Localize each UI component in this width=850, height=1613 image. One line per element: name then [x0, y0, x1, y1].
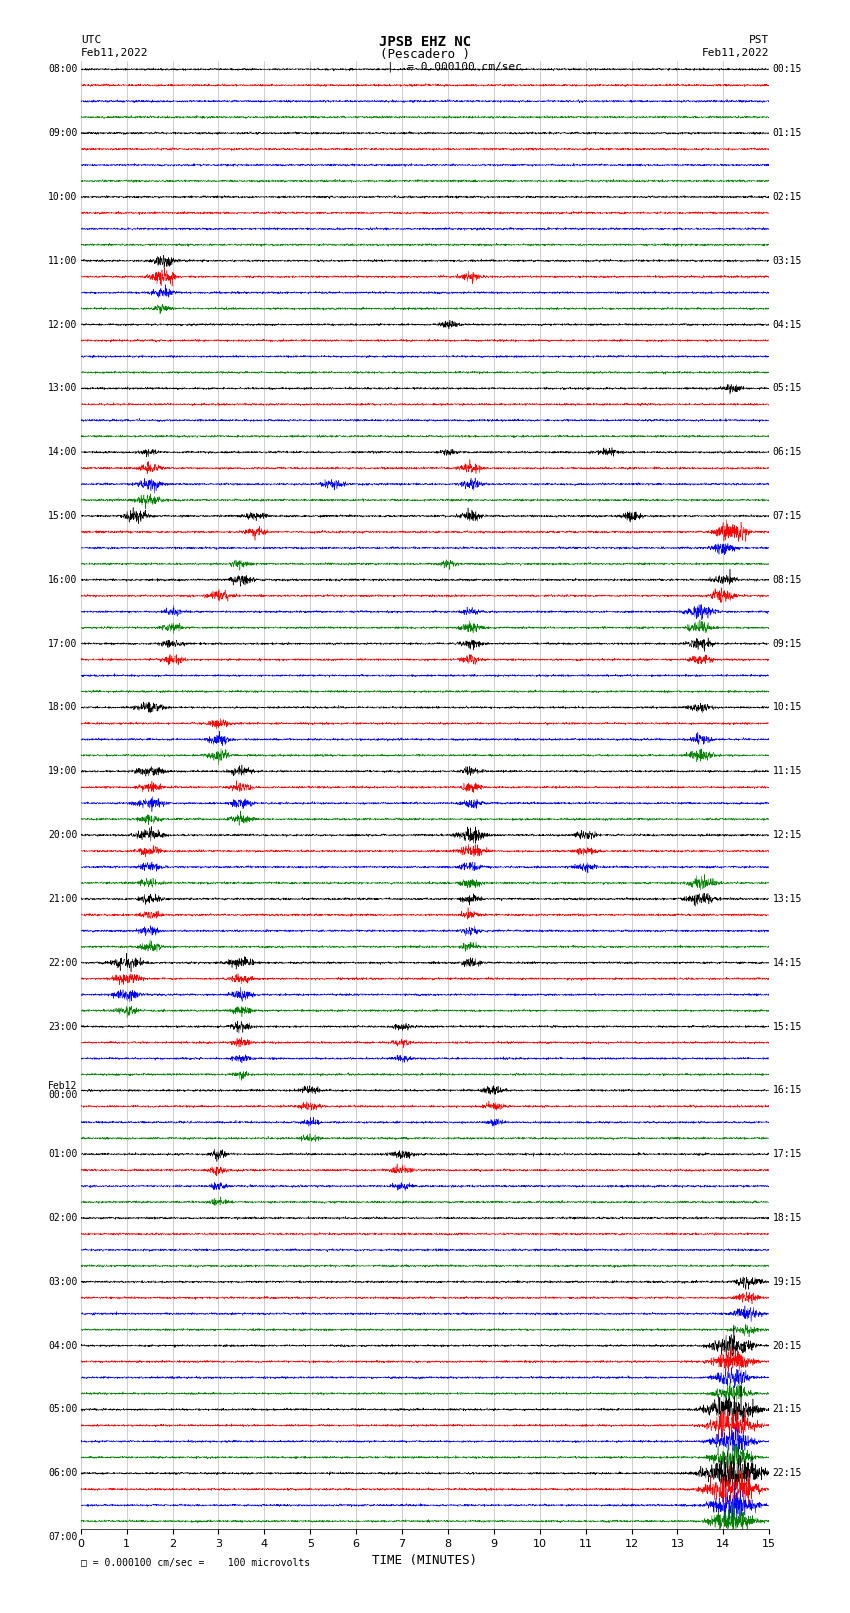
Text: 04:00: 04:00	[48, 1340, 77, 1350]
Text: 01:15: 01:15	[773, 127, 802, 139]
Text: PST: PST	[749, 35, 769, 45]
Text: 15:00: 15:00	[48, 511, 77, 521]
Text: (Pescadero ): (Pescadero )	[380, 48, 470, 61]
Text: UTC: UTC	[81, 35, 101, 45]
Text: 08:00: 08:00	[48, 65, 77, 74]
Text: 16:15: 16:15	[773, 1086, 802, 1095]
Text: □ = 0.000100 cm/sec =    100 microvolts: □ = 0.000100 cm/sec = 100 microvolts	[81, 1558, 310, 1568]
Text: 06:00: 06:00	[48, 1468, 77, 1478]
Text: 10:00: 10:00	[48, 192, 77, 202]
Text: 13:00: 13:00	[48, 384, 77, 394]
Text: 20:15: 20:15	[773, 1340, 802, 1350]
Text: 22:00: 22:00	[48, 958, 77, 968]
Text: 14:00: 14:00	[48, 447, 77, 456]
Text: 19:15: 19:15	[773, 1277, 802, 1287]
Text: 00:15: 00:15	[773, 65, 802, 74]
Text: 11:15: 11:15	[773, 766, 802, 776]
Text: 03:15: 03:15	[773, 256, 802, 266]
Text: Feb12
00:00: Feb12 00:00	[48, 1081, 77, 1100]
Text: 08:15: 08:15	[773, 574, 802, 586]
Text: 22:15: 22:15	[773, 1468, 802, 1478]
Text: 05:00: 05:00	[48, 1405, 77, 1415]
Text: Feb11,2022: Feb11,2022	[81, 48, 148, 58]
Text: 12:15: 12:15	[773, 831, 802, 840]
Text: 20:00: 20:00	[48, 831, 77, 840]
Text: 14:15: 14:15	[773, 958, 802, 968]
Text: 17:00: 17:00	[48, 639, 77, 648]
Text: Feb11,2022: Feb11,2022	[702, 48, 769, 58]
Text: 15:15: 15:15	[773, 1021, 802, 1032]
Text: JPSB EHZ NC: JPSB EHZ NC	[379, 35, 471, 50]
Text: 06:15: 06:15	[773, 447, 802, 456]
Text: |  = 0.000100 cm/sec: | = 0.000100 cm/sec	[387, 61, 522, 73]
Text: 21:00: 21:00	[48, 894, 77, 903]
Text: 02:15: 02:15	[773, 192, 802, 202]
Text: 18:00: 18:00	[48, 702, 77, 713]
Text: 21:15: 21:15	[773, 1405, 802, 1415]
Text: 09:00: 09:00	[48, 127, 77, 139]
Text: 07:15: 07:15	[773, 511, 802, 521]
Text: 04:15: 04:15	[773, 319, 802, 329]
Text: 19:00: 19:00	[48, 766, 77, 776]
Text: 09:15: 09:15	[773, 639, 802, 648]
Text: 11:00: 11:00	[48, 256, 77, 266]
Text: 16:00: 16:00	[48, 574, 77, 586]
Text: 03:00: 03:00	[48, 1277, 77, 1287]
Text: 07:00: 07:00	[48, 1532, 77, 1542]
Text: 12:00: 12:00	[48, 319, 77, 329]
Text: 13:15: 13:15	[773, 894, 802, 903]
Text: 01:00: 01:00	[48, 1148, 77, 1160]
Text: 23:00: 23:00	[48, 1021, 77, 1032]
Text: 02:00: 02:00	[48, 1213, 77, 1223]
Text: 18:15: 18:15	[773, 1213, 802, 1223]
Text: 05:15: 05:15	[773, 384, 802, 394]
X-axis label: TIME (MINUTES): TIME (MINUTES)	[372, 1555, 478, 1568]
Text: 10:15: 10:15	[773, 702, 802, 713]
Text: 17:15: 17:15	[773, 1148, 802, 1160]
